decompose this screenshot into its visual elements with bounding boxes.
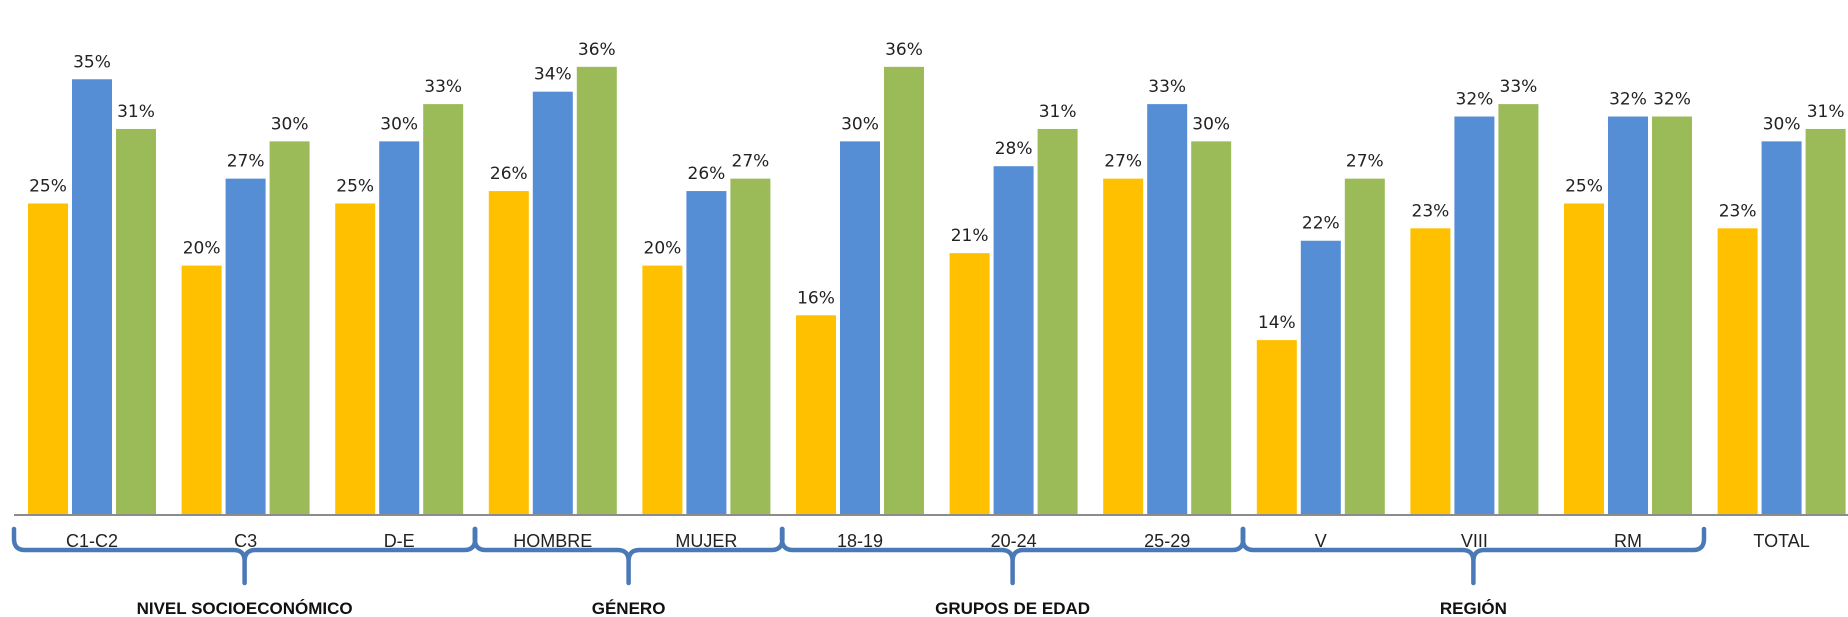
bar-total-s2 xyxy=(1761,141,1802,515)
category-label-hombre: HOMBRE xyxy=(513,531,592,551)
value-label-hombre-s1: 26% xyxy=(490,164,528,184)
category-label-mujer: MUJER xyxy=(675,531,737,551)
bar-25-29-s3 xyxy=(1191,141,1232,515)
value-label-rm-s1: 25% xyxy=(1565,176,1603,196)
value-label-c1-c2-s3: 31% xyxy=(117,102,155,122)
value-label-d-e-s1: 25% xyxy=(336,176,374,196)
bar-v-s3 xyxy=(1344,178,1385,514)
value-label-v-s1: 14% xyxy=(1258,313,1296,333)
category-label-d-e: D-E xyxy=(384,531,415,551)
value-label-total-s2: 30% xyxy=(1763,114,1801,134)
bar-d-e-s3 xyxy=(423,104,464,515)
bar-c1-c2-s3 xyxy=(116,128,156,514)
value-label-rm-s2: 32% xyxy=(1609,90,1647,110)
category-label-c1-c2: C1-C2 xyxy=(66,531,118,551)
category-label-v: V xyxy=(1315,531,1327,551)
value-label-total-s3: 31% xyxy=(1807,102,1845,122)
bar-20-24-s1 xyxy=(949,253,990,514)
bar-25-29-s1 xyxy=(1103,178,1144,514)
group-label-4: REGIÓN xyxy=(1440,599,1507,617)
bar-rm-s1 xyxy=(1564,203,1604,514)
category-label-viii: VIII xyxy=(1461,531,1488,551)
bar-total-s1 xyxy=(1717,228,1758,514)
bar-viii-s1 xyxy=(1410,228,1451,514)
bar-c3-s1 xyxy=(181,265,222,514)
bar-mujer-s2 xyxy=(686,191,727,515)
value-label-mujer-s3: 27% xyxy=(732,152,770,172)
bar-hombre-s3 xyxy=(576,66,617,514)
bar-20-24-s3 xyxy=(1037,128,1078,514)
bar-18-19-s3 xyxy=(884,66,924,514)
bar-d-e-s1 xyxy=(335,203,376,514)
value-label-hombre-s3: 36% xyxy=(578,40,616,60)
value-label-c3-s2: 27% xyxy=(227,152,265,172)
value-label-viii-s2: 32% xyxy=(1456,90,1494,110)
group-label-1: NIVEL SOCIOECONÓMICO xyxy=(137,599,353,617)
bar-rm-s2 xyxy=(1608,116,1648,515)
bar-c1-c2-s1 xyxy=(28,203,68,514)
value-label-20-24-s2: 28% xyxy=(995,139,1033,159)
bar-hombre-s1 xyxy=(488,191,529,515)
value-label-25-29-s3: 30% xyxy=(1192,114,1230,134)
value-label-d-e-s2: 30% xyxy=(380,114,418,134)
bar-mujer-s3 xyxy=(730,178,771,514)
category-label-25-29: 25-29 xyxy=(1144,531,1190,551)
bar-viii-s2 xyxy=(1454,116,1495,515)
value-label-c3-s3: 30% xyxy=(271,114,309,134)
bar-mujer-s1 xyxy=(642,265,683,514)
bar-v-s1 xyxy=(1256,340,1297,514)
value-label-mujer-s1: 20% xyxy=(644,239,682,259)
bar-total-s3 xyxy=(1805,128,1846,514)
value-label-mujer-s2: 26% xyxy=(688,164,726,184)
value-label-rm-s3: 32% xyxy=(1653,90,1691,110)
bar-v-s2 xyxy=(1300,240,1341,514)
value-labels-layer: 25% 35% 31% 20% 27% 30% 25% 30% 33% 26% 34% 36% 20% 2… xyxy=(29,40,1844,333)
value-label-18-19-s1: 16% xyxy=(797,288,835,308)
bar-c1-c2-s2 xyxy=(72,79,112,515)
group-label-2: GÉNERO xyxy=(592,599,666,617)
group-braces-layer xyxy=(11,526,1707,586)
value-label-25-29-s2: 33% xyxy=(1148,77,1186,97)
value-label-hombre-s2: 34% xyxy=(534,65,572,85)
value-label-c1-c2-s2: 35% xyxy=(73,52,111,72)
category-label-total: TOTAL xyxy=(1753,531,1809,551)
bar-viii-s3 xyxy=(1498,104,1539,515)
category-labels-layer: C1-C2 C3 D-E HOMBRE MUJER 18-19 20-24 25-29 V VII… xyxy=(66,531,1810,551)
group-brace-4 xyxy=(1240,526,1707,586)
value-label-v-s3: 27% xyxy=(1346,152,1384,172)
value-label-18-19-s3: 36% xyxy=(885,40,923,60)
value-label-total-s1: 23% xyxy=(1719,201,1757,221)
value-label-c3-s1: 20% xyxy=(183,239,221,259)
bar-c3-s3 xyxy=(269,141,310,515)
bar-d-e-s2 xyxy=(379,141,420,515)
value-label-18-19-s2: 30% xyxy=(841,114,879,134)
value-label-20-24-s3: 31% xyxy=(1039,102,1077,122)
bar-25-29-s2 xyxy=(1147,104,1188,515)
value-label-viii-s1: 23% xyxy=(1412,201,1450,221)
value-label-25-29-s1: 27% xyxy=(1104,152,1142,172)
bar-hombre-s2 xyxy=(532,91,573,515)
value-label-viii-s3: 33% xyxy=(1500,77,1538,97)
bar-20-24-s2 xyxy=(993,166,1034,515)
category-label-20-24: 20-24 xyxy=(991,531,1037,551)
value-label-v-s2: 22% xyxy=(1302,214,1340,234)
category-label-c3: C3 xyxy=(234,531,257,551)
bar-18-19-s1 xyxy=(796,315,836,514)
value-label-20-24-s1: 21% xyxy=(951,226,989,246)
group-label-3: GRUPOS DE EDAD xyxy=(935,599,1090,617)
bars-layer xyxy=(28,66,1846,515)
bar-c3-s2 xyxy=(225,178,266,514)
category-label-rm: RM xyxy=(1614,531,1642,551)
value-label-d-e-s3: 33% xyxy=(424,77,462,97)
group-labels-layer: NIVEL SOCIOECONÓMICO GÉNERO GRUPOS DE EDAD… xyxy=(137,599,1507,617)
bar-18-19-s2 xyxy=(840,141,880,515)
bar-rm-s3 xyxy=(1652,116,1692,515)
value-label-c1-c2-s1: 25% xyxy=(29,176,67,196)
category-label-18-19: 18-19 xyxy=(837,531,883,551)
